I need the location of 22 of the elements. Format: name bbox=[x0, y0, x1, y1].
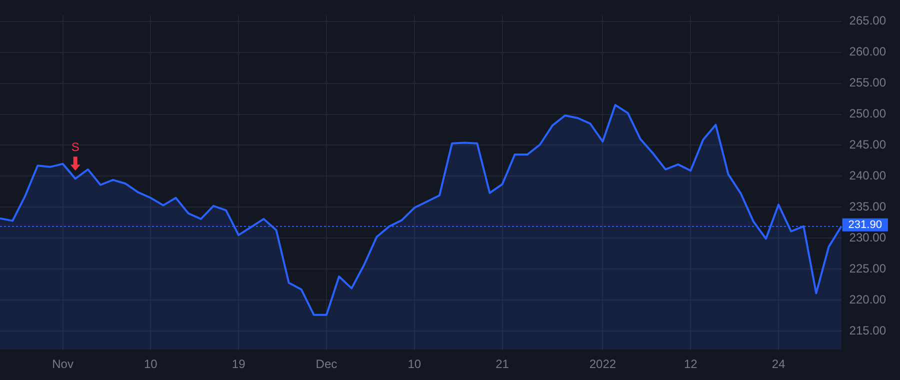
y-tick-label: 265.00 bbox=[849, 14, 886, 28]
y-tick-label: 230.00 bbox=[849, 230, 886, 244]
y-tick-label: 220.00 bbox=[849, 292, 886, 306]
y-tick-label: 240.00 bbox=[849, 168, 886, 183]
x-tick-label: 10 bbox=[144, 357, 158, 372]
y-tick-label: 250.00 bbox=[849, 106, 886, 121]
y-tick-label: 225.00 bbox=[849, 261, 886, 276]
x-tick-label: 21 bbox=[496, 357, 510, 372]
y-tick-label: 245.00 bbox=[849, 138, 886, 152]
x-tick-label: 10 bbox=[408, 357, 422, 372]
y-tick-label: 255.00 bbox=[849, 76, 886, 90]
x-tick-label: 24 bbox=[772, 357, 786, 372]
x-tick-label: Nov bbox=[52, 357, 74, 372]
y-tick-label: 215.00 bbox=[849, 323, 886, 338]
x-tick-label: 19 bbox=[232, 357, 246, 372]
x-tick-label: Dec bbox=[316, 357, 338, 372]
annotation: S bbox=[71, 140, 80, 154]
y-tick-label: 235.00 bbox=[849, 199, 886, 214]
x-tick-label: 12 bbox=[684, 357, 698, 372]
x-tick-label: 2022 bbox=[589, 357, 616, 372]
ref-line-label: 231.90 bbox=[848, 218, 882, 231]
y-tick-label: 260.00 bbox=[849, 44, 886, 59]
